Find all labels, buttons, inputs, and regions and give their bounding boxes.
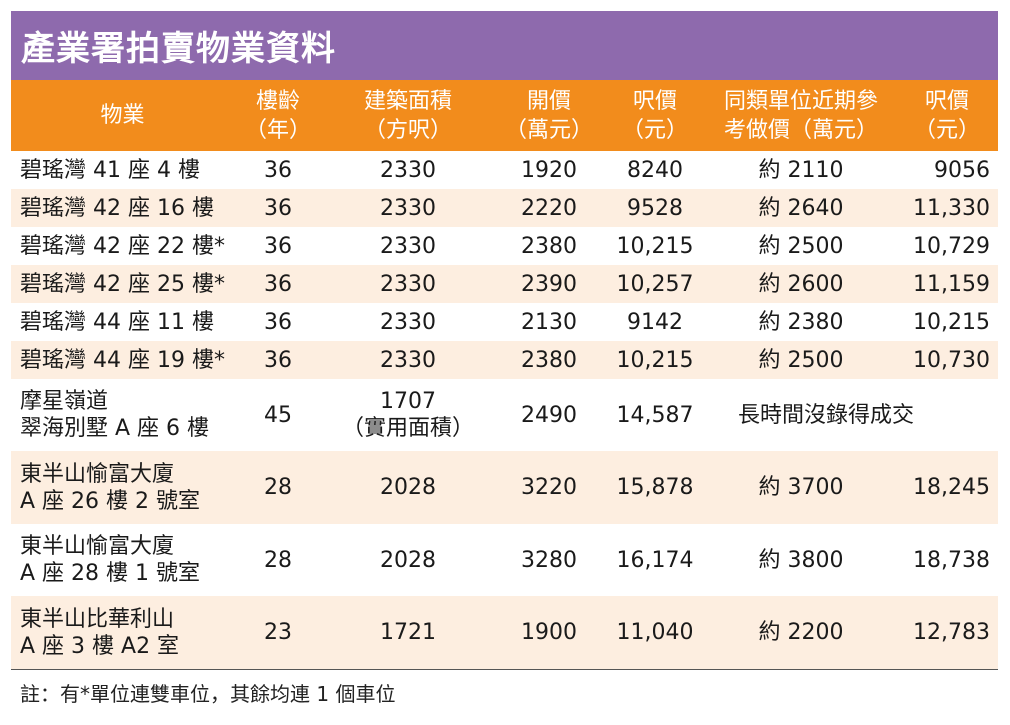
cell-age: 36 xyxy=(264,195,292,221)
cell-ref-psf: 10,729 xyxy=(913,233,990,259)
cell-property: 東半山愉富大廈 A 座 28 樓 1 號室 xyxy=(20,534,201,586)
page-title: 產業署拍賣物業資料 xyxy=(21,29,336,69)
table-row: 碧瑤灣 42 座 25 樓* 36 2330 2390 10,257 約 260… xyxy=(11,265,998,303)
cell-psf: 15,878 xyxy=(616,475,694,500)
table-header: 物業 樓齡 （年） 建築面積 （方呎） 開價 （萬元） 呎價 （元） 同類單位近… xyxy=(11,80,998,151)
cell-price: 2380 xyxy=(521,347,577,373)
cell-ref-psf: 18,738 xyxy=(913,547,990,573)
cell-age: 28 xyxy=(264,475,292,500)
cell-ref-price: 約 3800 xyxy=(758,547,844,573)
table-row: 東半山愉富大廈 A 座 28 樓 1 號室 28 2028 3280 16,17… xyxy=(11,524,998,596)
cell-ref-psf: 11,159 xyxy=(913,271,990,297)
title-bar: 產業署拍賣物業資料 xyxy=(11,11,998,80)
cell-price: 3220 xyxy=(521,475,577,500)
cell-ref-psf: 11,330 xyxy=(913,195,990,221)
cell-price: 3280 xyxy=(521,547,577,573)
cell-ref-price: 約 2380 xyxy=(758,309,844,335)
cell-ref-price: 約 2200 xyxy=(758,620,844,645)
cell-ref-price: 約 2640 xyxy=(758,195,844,221)
cell-psf: 10,257 xyxy=(616,271,694,297)
table-row: 碧瑤灣 44 座 11 樓 36 2330 2130 9142 約 2380 1… xyxy=(11,303,998,341)
cell-psf: 10,215 xyxy=(616,233,694,259)
cell-psf: 14,587 xyxy=(616,402,694,428)
cell-ref-psf: 12,783 xyxy=(913,620,990,645)
cell-age: 36 xyxy=(264,233,292,259)
cell-age: 45 xyxy=(264,402,292,428)
cell-property: 碧瑤灣 44 座 11 樓 xyxy=(20,309,214,335)
cell-ref-price: 約 2500 xyxy=(758,347,844,373)
header-ref-price: 同類單位近期參 考做價（萬元） xyxy=(723,88,878,143)
cell-ref-price: 約 2110 xyxy=(758,157,844,183)
cell-psf: 9142 xyxy=(627,309,683,335)
cell-area: 2028 xyxy=(380,547,436,573)
cell-age: 36 xyxy=(264,347,292,373)
header-area: 建築面積 （方呎） xyxy=(363,88,452,143)
cell-psf: 11,040 xyxy=(616,620,694,645)
header-age: 樓齡 （年） xyxy=(244,88,311,143)
cell-ref-psf: 18,245 xyxy=(913,475,990,500)
cell-property: 碧瑤灣 41 座 4 樓 xyxy=(20,157,200,183)
cell-price: 2490 xyxy=(521,402,577,428)
cell-property: 摩星嶺道 翠海別墅 A 座 6 樓 xyxy=(20,389,210,441)
cell-property: 東半山比華利山 A 座 3 樓 A2 室 xyxy=(20,606,180,659)
table-row: 摩星嶺道 翠海別墅 A 座 6 樓 45 1707 （實用面積） 2490 14… xyxy=(11,379,998,451)
table-row: 東半山比華利山 A 座 3 樓 A2 室 23 1721 1900 11,040… xyxy=(11,596,998,669)
cell-ref-price: 約 2500 xyxy=(758,233,844,259)
table-row: 碧瑤灣 44 座 19 樓* 36 2330 2380 10,215 約 250… xyxy=(11,341,998,379)
cell-area: 1721 xyxy=(380,620,436,645)
cell-area: 2330 xyxy=(380,309,436,335)
cell-psf: 9528 xyxy=(627,195,683,221)
header-property: 物業 xyxy=(100,103,145,128)
cell-price: 2380 xyxy=(521,233,577,259)
cell-ref-price: 約 2600 xyxy=(758,271,844,297)
cell-age: 23 xyxy=(264,620,292,645)
cell-psf: 16,174 xyxy=(616,547,694,573)
cell-area: 1707 （實用面積） xyxy=(341,389,474,441)
header-ref-psf: 呎價 （元） xyxy=(913,88,980,143)
cell-area: 2330 xyxy=(380,157,436,183)
table-row: 碧瑤灣 41 座 4 樓 36 2330 1920 8240 約 2110 90… xyxy=(11,151,998,189)
cell-age: 36 xyxy=(264,309,292,335)
cell-psf: 8240 xyxy=(627,157,683,183)
cell-ref-psf: 10,730 xyxy=(913,347,990,373)
cell-price: 1900 xyxy=(521,620,577,645)
cell-age: 28 xyxy=(264,547,292,573)
cell-ref-psf: 10,215 xyxy=(913,309,990,335)
table-frame: 產業署拍賣物業資料 物業 樓齡 （年） 建築面積 （方呎） 開價 （萬元） 呎價… xyxy=(11,11,998,707)
cell-ref-psf: 9056 xyxy=(934,157,990,183)
header-psf: 呎價 （元） xyxy=(621,88,688,143)
cell-price: 2220 xyxy=(521,195,577,221)
table-row: 東半山愉富大廈 A 座 26 樓 2 號室 28 2028 3220 15,87… xyxy=(11,451,998,524)
cell-area: 2028 xyxy=(380,475,436,500)
cell-price: 2390 xyxy=(521,271,577,297)
cell-ref-note: 長時間沒錄得成交 xyxy=(738,402,915,428)
cell-property: 碧瑤灣 42 座 16 樓 xyxy=(20,195,214,221)
header-price: 開價 （萬元） xyxy=(504,88,593,143)
cell-ref-price: 約 3700 xyxy=(758,475,844,500)
table-row: 碧瑤灣 42 座 16 樓 36 2330 2220 9528 約 2640 1… xyxy=(11,189,998,227)
cell-price: 1920 xyxy=(521,157,577,183)
cell-psf: 10,215 xyxy=(616,347,694,373)
cell-area: 2330 xyxy=(380,233,436,259)
cell-price: 2130 xyxy=(521,309,577,335)
cell-area: 2330 xyxy=(380,271,436,297)
divider xyxy=(11,669,998,670)
footnote: 註：有*單位連雙車位，其餘均連 1 個車位 xyxy=(20,682,396,706)
cell-area: 2330 xyxy=(380,347,436,373)
cell-property: 碧瑤灣 42 座 25 樓* xyxy=(20,271,225,297)
table-row: 碧瑤灣 42 座 22 樓* 36 2330 2380 10,215 約 250… xyxy=(11,227,998,265)
cell-area: 2330 xyxy=(380,195,436,221)
cell-age: 36 xyxy=(264,157,292,183)
cell-age: 36 xyxy=(264,271,292,297)
cell-property: 碧瑤灣 42 座 22 樓* xyxy=(20,233,225,259)
cell-property: 碧瑤灣 44 座 19 樓* xyxy=(20,347,225,373)
cell-property: 東半山愉富大廈 A 座 26 樓 2 號室 xyxy=(20,461,201,514)
